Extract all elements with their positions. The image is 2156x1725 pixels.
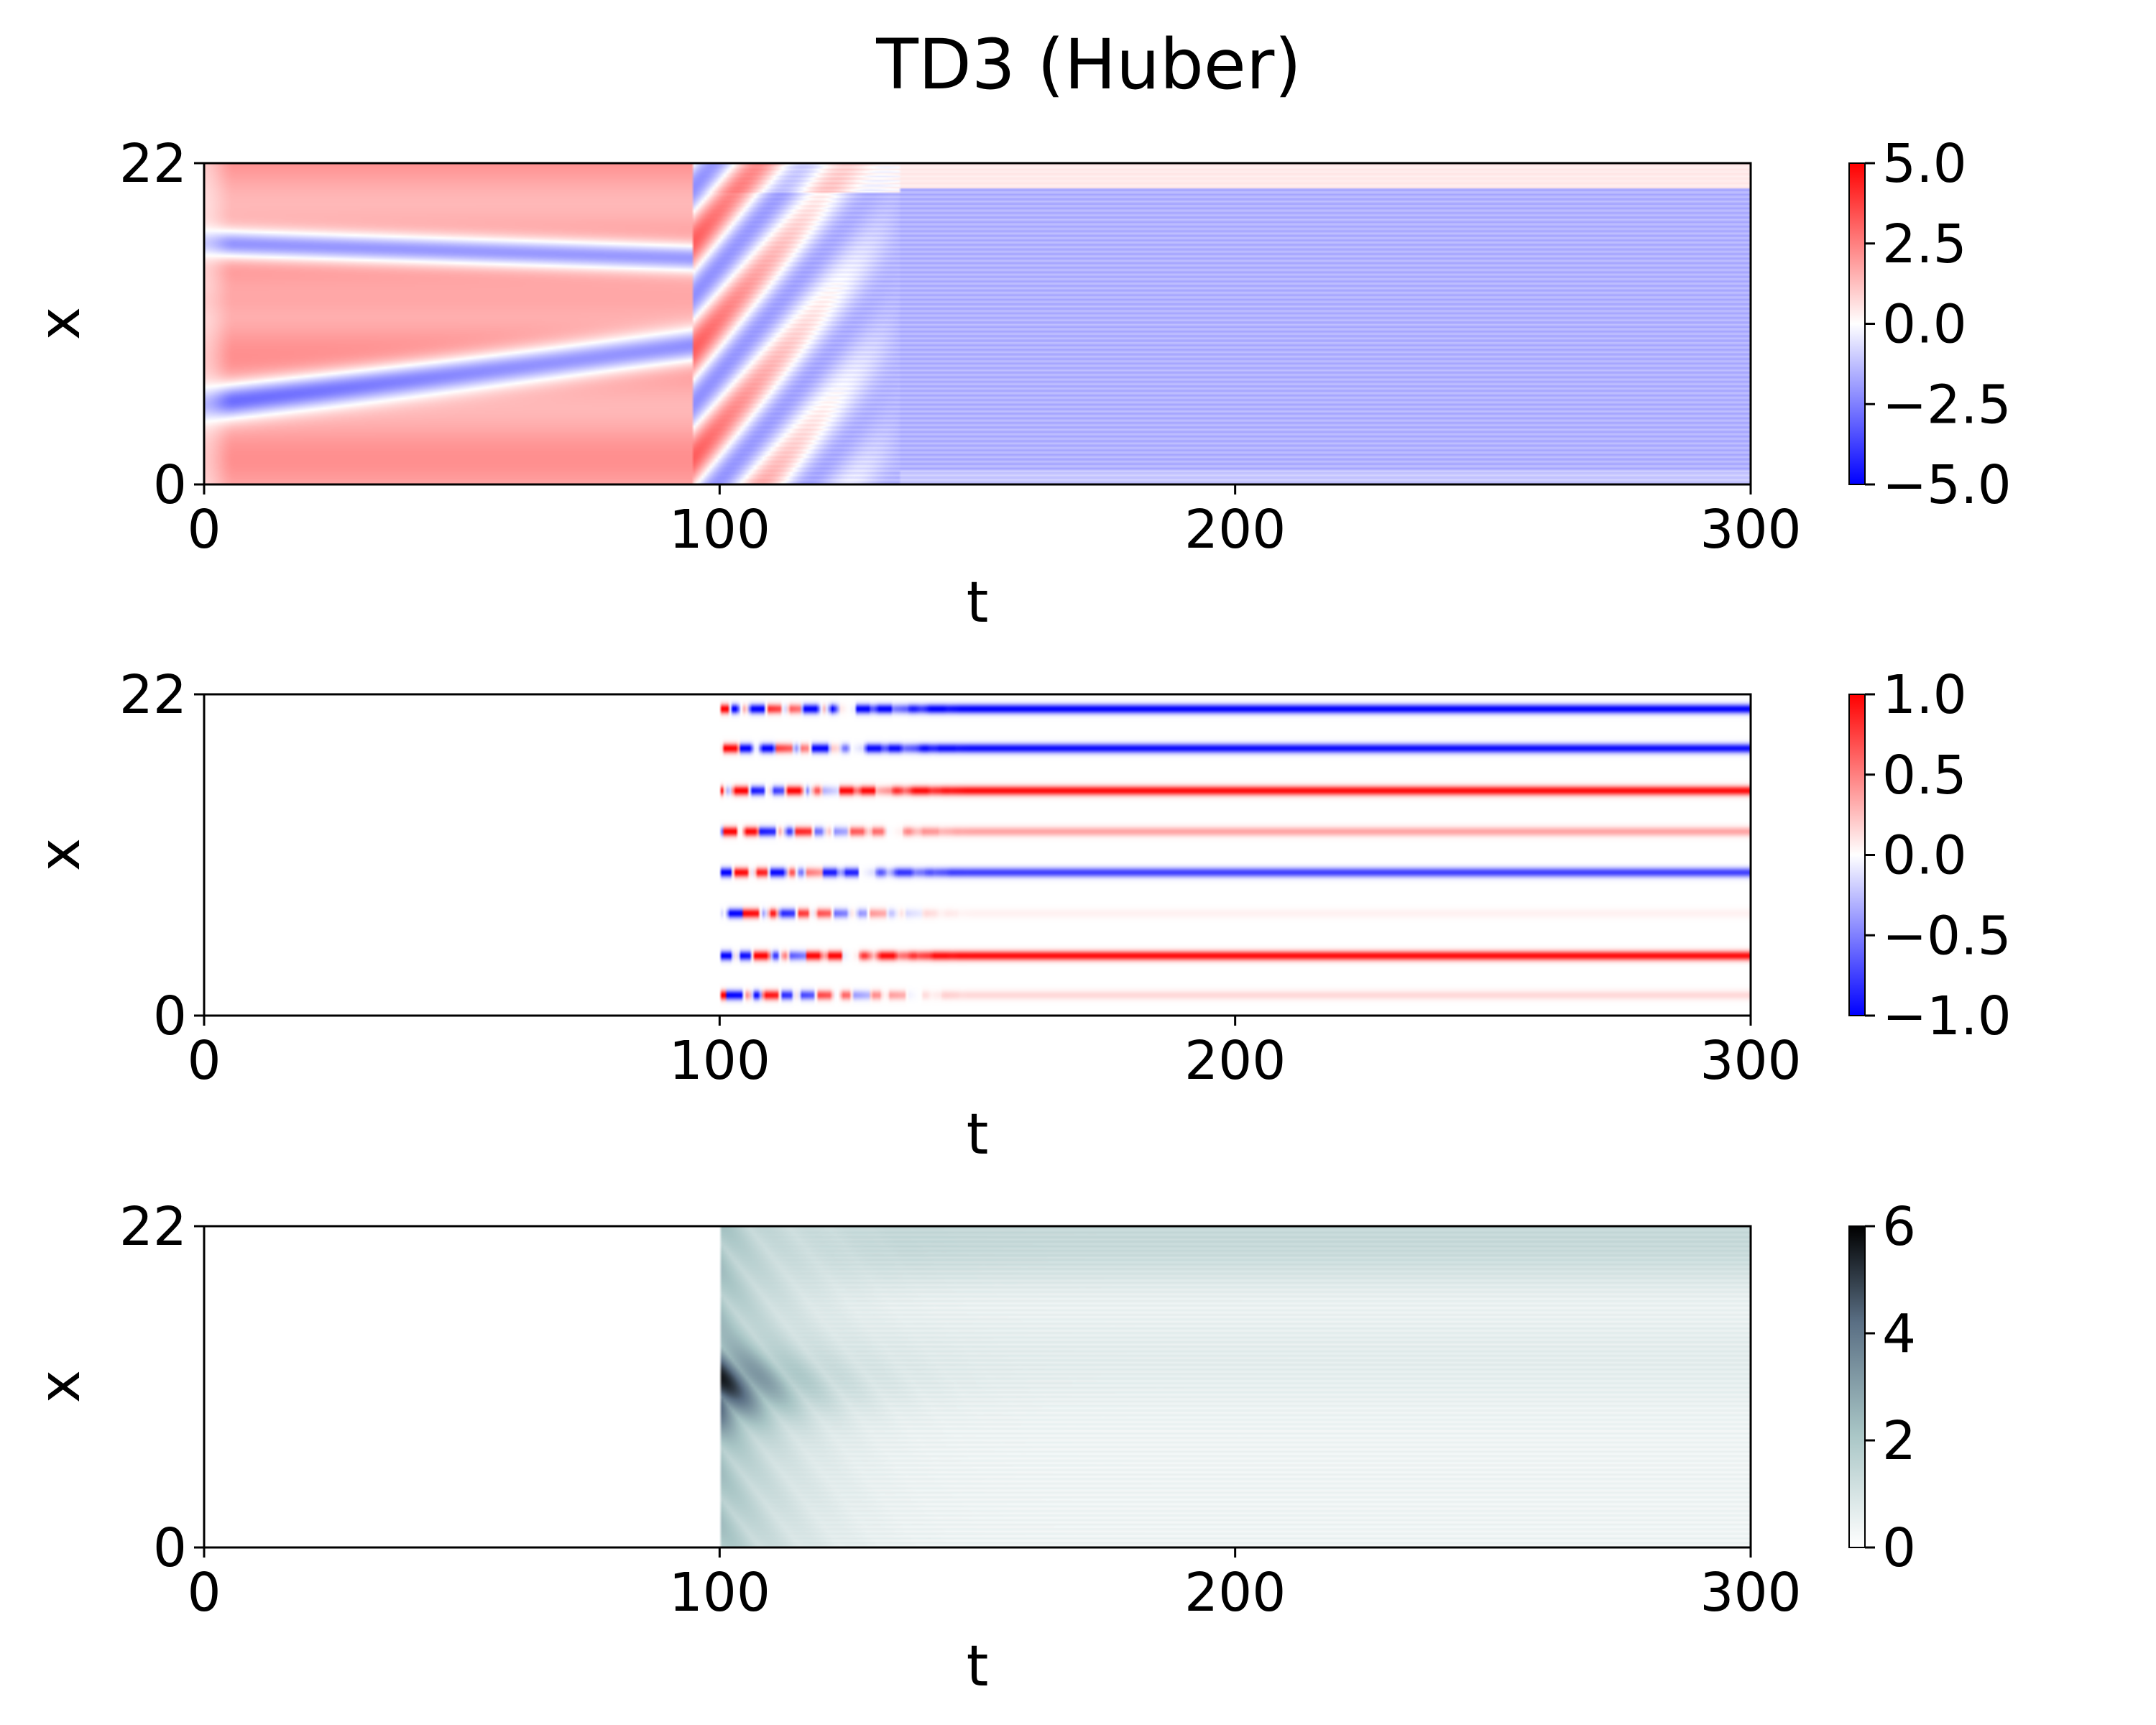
colorbar-ticks: 6 4 2 0	[1865, 1196, 1916, 1579]
colorbar-tick-label: 2.5	[1882, 213, 1967, 275]
x-tick-label: 100	[669, 1030, 770, 1092]
y-tick-label: 0	[153, 454, 187, 516]
y-axis-label: x	[28, 838, 93, 871]
heatmap-panel-error: 0 100 200 300 0 22 x t 6 4 2 0	[28, 1196, 1916, 1699]
x-tick-label: 300	[1700, 1030, 1801, 1092]
x-tick-label: 100	[669, 1562, 770, 1624]
colorbar-tick-label: 0	[1882, 1517, 1916, 1579]
x-tick-label: 0	[187, 499, 221, 561]
plot-frame	[203, 693, 1752, 1017]
colorbar	[1848, 162, 1866, 485]
colorbar-ticks: 5.0 2.5 0.0 −2.5 −5.0	[1865, 133, 2012, 516]
colorbar-tick-label: −1.0	[1882, 985, 2012, 1047]
y-tick-label: 22	[119, 133, 187, 195]
x-tick-label: 0	[187, 1562, 221, 1624]
figure-title: TD3 (Huber)	[875, 24, 1302, 105]
colorbar	[1848, 694, 1866, 1016]
colorbar-ticks: 1.0 0.5 0.0 −0.5 −1.0	[1865, 664, 2012, 1047]
x-tick-label: 200	[1184, 499, 1286, 561]
colorbar	[1848, 1225, 1866, 1548]
x-tick-label: 0	[187, 1030, 221, 1092]
axis-ticks: 0 100 200 300 0 22	[119, 1196, 1802, 1624]
plot-frame	[203, 1225, 1752, 1549]
x-tick-label: 200	[1184, 1562, 1286, 1624]
y-tick-label: 0	[153, 1517, 187, 1579]
colorbar-tick-label: −5.0	[1882, 454, 2012, 516]
colorbar-tick-label: 0.5	[1882, 745, 1967, 806]
x-axis-label: t	[967, 1103, 989, 1167]
heatmap-image-state	[204, 163, 1751, 484]
x-tick-label: 300	[1700, 499, 1801, 561]
axis-ticks: 0 100 200 300 0 22	[119, 133, 1802, 561]
y-axis-label: x	[28, 307, 93, 340]
x-tick-label: 300	[1700, 1562, 1801, 1624]
colorbar-tick-label: 1.0	[1882, 664, 1967, 726]
y-tick-label: 0	[153, 985, 187, 1047]
colorbar-tick-label: 0.0	[1882, 825, 1967, 887]
x-tick-label: 100	[669, 499, 770, 561]
heatmap-image-error	[204, 1226, 1751, 1547]
x-axis-label: t	[967, 571, 989, 635]
colorbar-tick-label: 2	[1882, 1410, 1916, 1472]
colorbar-tick-label: 6	[1882, 1196, 1916, 1258]
heatmap-panel-actuation: 0 100 200 300 0 22 x t 1.0 0.5 0.0 −0.5 −1.0	[28, 664, 2012, 1167]
x-axis-label: t	[967, 1634, 989, 1699]
y-tick-label: 22	[119, 1196, 187, 1258]
plot-frame	[203, 162, 1752, 486]
y-axis-label: x	[28, 1370, 93, 1403]
y-tick-label: 22	[119, 664, 187, 726]
colorbar-tick-label: 0.0	[1882, 294, 1967, 356]
colorbar-tick-label: −2.5	[1882, 374, 2012, 436]
heatmap-panel-state: 0 100 200 300 0 22 x t 5.0 2.5 0.0 −2.5 −5.0	[28, 133, 2012, 635]
colorbar-tick-label: −0.5	[1882, 905, 2012, 967]
heatmap-image-actuation	[204, 694, 1751, 1016]
colorbar-tick-label: 5.0	[1882, 133, 1967, 195]
x-tick-label: 200	[1184, 1030, 1286, 1092]
colorbar-tick-label: 4	[1882, 1303, 1916, 1365]
axis-ticks: 0 100 200 300 0 22	[119, 664, 1802, 1092]
